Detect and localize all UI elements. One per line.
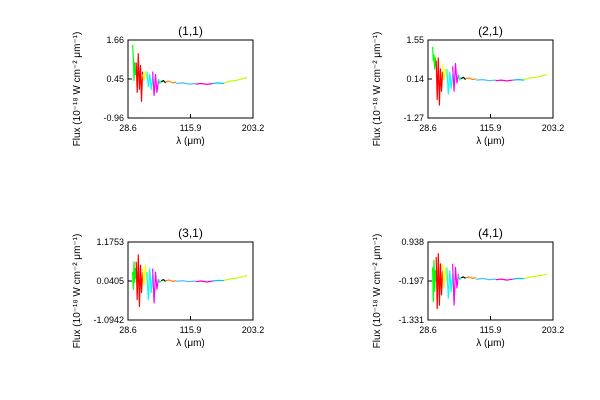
series-line-10 xyxy=(195,280,213,283)
series-line-10 xyxy=(195,82,213,86)
series-line-5 xyxy=(152,71,159,97)
x-axis-label: λ (μm) xyxy=(176,338,205,349)
series-line-3 xyxy=(142,70,148,82)
series-line-8 xyxy=(165,80,177,84)
x-tick-label: 203.2 xyxy=(542,123,565,133)
series-line-6 xyxy=(157,278,162,283)
plot-frame xyxy=(427,39,554,119)
subplot-4: (4,1) 28.6 115.9 203.2 -1.331 -0.197 0.938 λ (μ… xyxy=(372,226,564,349)
y-tick-label: 0.0405 xyxy=(96,276,124,286)
series-line-2 xyxy=(435,57,444,106)
series-line-2 xyxy=(435,253,444,310)
series-line-5 xyxy=(152,268,159,304)
x-tick-label: 203.2 xyxy=(242,123,265,133)
x-tick-label: 115.9 xyxy=(180,123,202,133)
series-line-8 xyxy=(465,77,477,81)
series-line-2 xyxy=(135,254,144,308)
series-line-3 xyxy=(442,63,448,81)
series-line-11 xyxy=(512,78,525,81)
subplot-title: (1,1) xyxy=(178,24,203,38)
x-axis-label: λ (μm) xyxy=(476,338,505,349)
y-tick-label: -1.0942 xyxy=(93,315,124,325)
y-tick-label: 0.14 xyxy=(406,74,424,84)
series-line-1 xyxy=(432,259,437,303)
y-tick-label: 0.938 xyxy=(401,237,424,247)
series-line-2 xyxy=(135,53,144,102)
x-tick-label: 28.6 xyxy=(119,123,137,133)
subplot-3: (3,1) 28.6 115.9 203.2 -1.0942 0.0405 1.1753 λ … xyxy=(72,226,264,349)
y-axis-label: Flux (10⁻¹⁸ W cm⁻² μm⁻¹) xyxy=(72,32,83,147)
series-line-7 xyxy=(460,76,466,81)
series-line-12 xyxy=(524,273,548,279)
subplot-2: (2,1) 28.6 115.9 203.2 -1.27 0.14 1.55 λ (μm) Fl… xyxy=(372,24,564,147)
series-line-4 xyxy=(146,268,154,301)
subplot-title: (2,1) xyxy=(478,24,503,38)
series-line-5 xyxy=(452,62,459,92)
series-line-12 xyxy=(224,274,248,281)
x-tick-label: 28.6 xyxy=(419,325,437,335)
series-line-12 xyxy=(524,74,548,81)
series-line-7 xyxy=(160,79,166,84)
series-line-1 xyxy=(132,44,137,82)
x-tick-label: 115.9 xyxy=(180,325,202,335)
y-tick-label: -0.96 xyxy=(103,113,124,123)
x-tick-label: 28.6 xyxy=(119,325,137,335)
series-line-11 xyxy=(212,82,225,85)
series-line-7 xyxy=(461,276,466,279)
series-line-3 xyxy=(442,263,448,289)
series-line-9 xyxy=(476,78,496,82)
series-line-9 xyxy=(176,280,196,283)
series-line-9 xyxy=(176,82,196,85)
y-axis-label: Flux (10⁻¹⁸ W cm⁻² μm⁻¹) xyxy=(72,234,83,349)
y-tick-label: -1.331 xyxy=(398,315,424,325)
series-line-8 xyxy=(465,276,477,279)
series-line-11 xyxy=(212,279,225,282)
series-line-1 xyxy=(132,261,137,290)
y-tick-label: 0.45 xyxy=(106,74,124,84)
subplot-title: (4,1) xyxy=(478,226,503,240)
series-line-7 xyxy=(160,279,166,282)
x-tick-label: 115.9 xyxy=(480,325,502,335)
x-tick-label: 115.9 xyxy=(480,123,502,133)
series-line-3 xyxy=(142,264,148,287)
y-tick-label: 1.55 xyxy=(406,35,424,45)
series-line-5 xyxy=(452,263,459,306)
series-line-8 xyxy=(165,279,177,282)
y-tick-label: 1.66 xyxy=(106,35,124,45)
series-line-4 xyxy=(146,71,154,91)
series-line-4 xyxy=(446,68,454,95)
y-tick-label: -1.27 xyxy=(403,113,424,123)
y-axis-label: Flux (10⁻¹⁸ W cm⁻² μm⁻¹) xyxy=(372,32,383,147)
y-tick-label: -0.197 xyxy=(398,276,424,286)
series-line-11 xyxy=(512,277,525,280)
y-axis-label: Flux (10⁻¹⁸ W cm⁻² μm⁻¹) xyxy=(372,234,383,349)
series-line-4 xyxy=(446,267,454,299)
series-line-10 xyxy=(495,79,513,82)
x-axis-label: λ (μm) xyxy=(476,136,505,147)
series-line-9 xyxy=(476,277,496,281)
series-line-10 xyxy=(495,278,513,281)
series-line-1 xyxy=(432,46,437,70)
subplot-title: (3,1) xyxy=(178,226,203,240)
series-line-6 xyxy=(457,275,462,280)
y-tick-label: 1.1753 xyxy=(96,237,124,247)
x-tick-label: 28.6 xyxy=(419,123,437,133)
series-line-6 xyxy=(457,74,462,81)
x-axis-label: λ (μm) xyxy=(176,136,205,147)
series-line-6 xyxy=(157,78,162,85)
subplot-1: (1,1) 28.6 115.9 203.2 -0.96 0.45 1.66 λ (μm) Fl… xyxy=(72,24,264,147)
x-tick-label: 203.2 xyxy=(542,325,565,335)
x-tick-label: 203.2 xyxy=(242,325,265,335)
series-line-12 xyxy=(224,76,248,84)
